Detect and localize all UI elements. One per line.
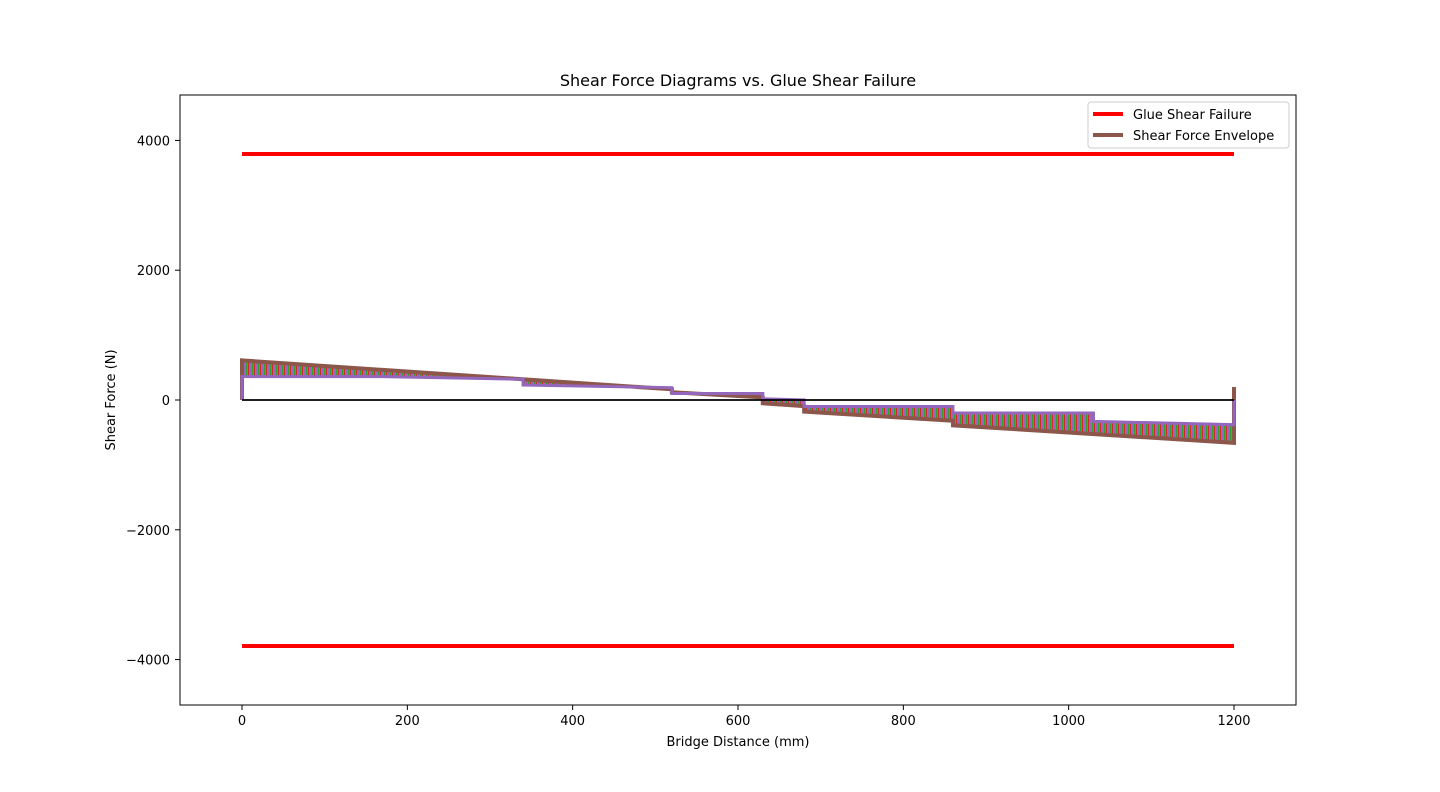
shear-envelope-inner-line <box>240 375 1236 427</box>
legend-box <box>1087 101 1290 149</box>
y-tick-label: −2000 <box>126 524 170 539</box>
legend-label: Shear Force Envelope <box>1133 129 1274 144</box>
y-tick-label: 2000 <box>137 264 170 279</box>
x-tick-label: 0 <box>238 714 246 729</box>
shear-diagrams-fill <box>242 360 1234 443</box>
plot-area <box>240 152 1236 648</box>
y-axis-label: Shear Force (N) <box>104 349 119 450</box>
chart-title: Shear Force Diagrams vs. Glue Shear Fail… <box>560 71 916 90</box>
x-axis-label: Bridge Distance (mm) <box>667 735 810 750</box>
y-tick-label: 4000 <box>137 134 170 149</box>
x-axis: 0 200 400 600 800 1000 1200 <box>238 705 1251 729</box>
x-tick-label: 1200 <box>1217 714 1250 729</box>
x-tick-label: 200 <box>395 714 420 729</box>
legend-label: Glue Shear Failure <box>1133 108 1252 123</box>
legend: Glue Shear Failure Shear Force Envelope <box>1087 101 1290 149</box>
x-tick-label: 600 <box>726 714 751 729</box>
y-tick-label: −4000 <box>126 654 170 669</box>
x-tick-label: 400 <box>560 714 585 729</box>
x-tick-label: 800 <box>891 714 916 729</box>
y-axis: −4000 −2000 0 2000 4000 <box>126 134 180 669</box>
shear-envelope-line <box>240 358 1236 445</box>
y-tick-label: 0 <box>162 394 170 409</box>
x-tick-label: 1000 <box>1052 714 1085 729</box>
